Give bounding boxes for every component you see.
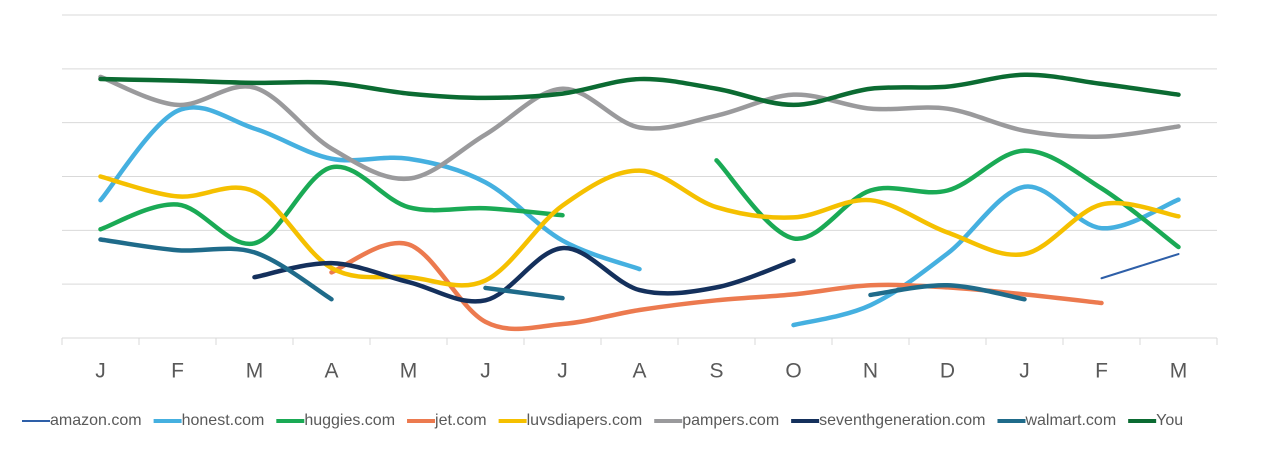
legend-item: pampers.com bbox=[654, 412, 779, 429]
x-tick-label: J bbox=[557, 360, 568, 383]
legend-label: huggies.com bbox=[304, 412, 395, 429]
series-line bbox=[98, 105, 1181, 328]
legend-label: amazon.com bbox=[50, 412, 142, 429]
x-tick-label: A bbox=[632, 360, 646, 383]
x-tick-label: O bbox=[785, 360, 801, 383]
x-tick-label: M bbox=[400, 360, 418, 383]
series-line bbox=[98, 74, 1181, 182]
legend-label: seventhgeneration.com bbox=[819, 412, 985, 429]
x-tick-label: D bbox=[940, 360, 955, 383]
x-tick-label: M bbox=[246, 360, 264, 383]
x-tick-label: S bbox=[709, 360, 723, 383]
x-tick-label: A bbox=[324, 360, 338, 383]
series-line bbox=[98, 237, 1027, 302]
x-tick-label: J bbox=[95, 360, 106, 383]
legend-label: pampers.com bbox=[682, 412, 779, 429]
x-tick-label: M bbox=[1170, 360, 1188, 383]
series-line bbox=[98, 148, 1181, 250]
legend-label: walmart.com bbox=[1024, 412, 1116, 429]
series-line bbox=[252, 245, 796, 304]
series-line bbox=[98, 168, 1181, 288]
x-tick-label: N bbox=[863, 360, 878, 383]
legend-label: jet.com bbox=[434, 412, 487, 429]
legend-item: walmart.com bbox=[997, 412, 1116, 429]
x-tick-label: J bbox=[480, 360, 491, 383]
legend-item: honest.com bbox=[153, 412, 265, 429]
legend-item: amazon.com bbox=[22, 412, 142, 429]
x-tick-label: F bbox=[1095, 360, 1108, 383]
legend-label: luvsdiapers.com bbox=[527, 412, 643, 429]
legend-label: honest.com bbox=[182, 412, 265, 429]
legend-label: You bbox=[1156, 412, 1183, 429]
legend-item: seventhgeneration.com bbox=[791, 412, 985, 429]
legend-item: luvsdiapers.com bbox=[498, 412, 643, 429]
legend-item: jet.com bbox=[407, 412, 487, 429]
legend-item: huggies.com bbox=[276, 412, 395, 429]
x-tick-label: J bbox=[1019, 360, 1030, 383]
series-line bbox=[98, 72, 1181, 108]
series-line bbox=[1100, 253, 1180, 280]
legend-item: You bbox=[1128, 412, 1183, 429]
x-tick-label: F bbox=[171, 360, 184, 383]
